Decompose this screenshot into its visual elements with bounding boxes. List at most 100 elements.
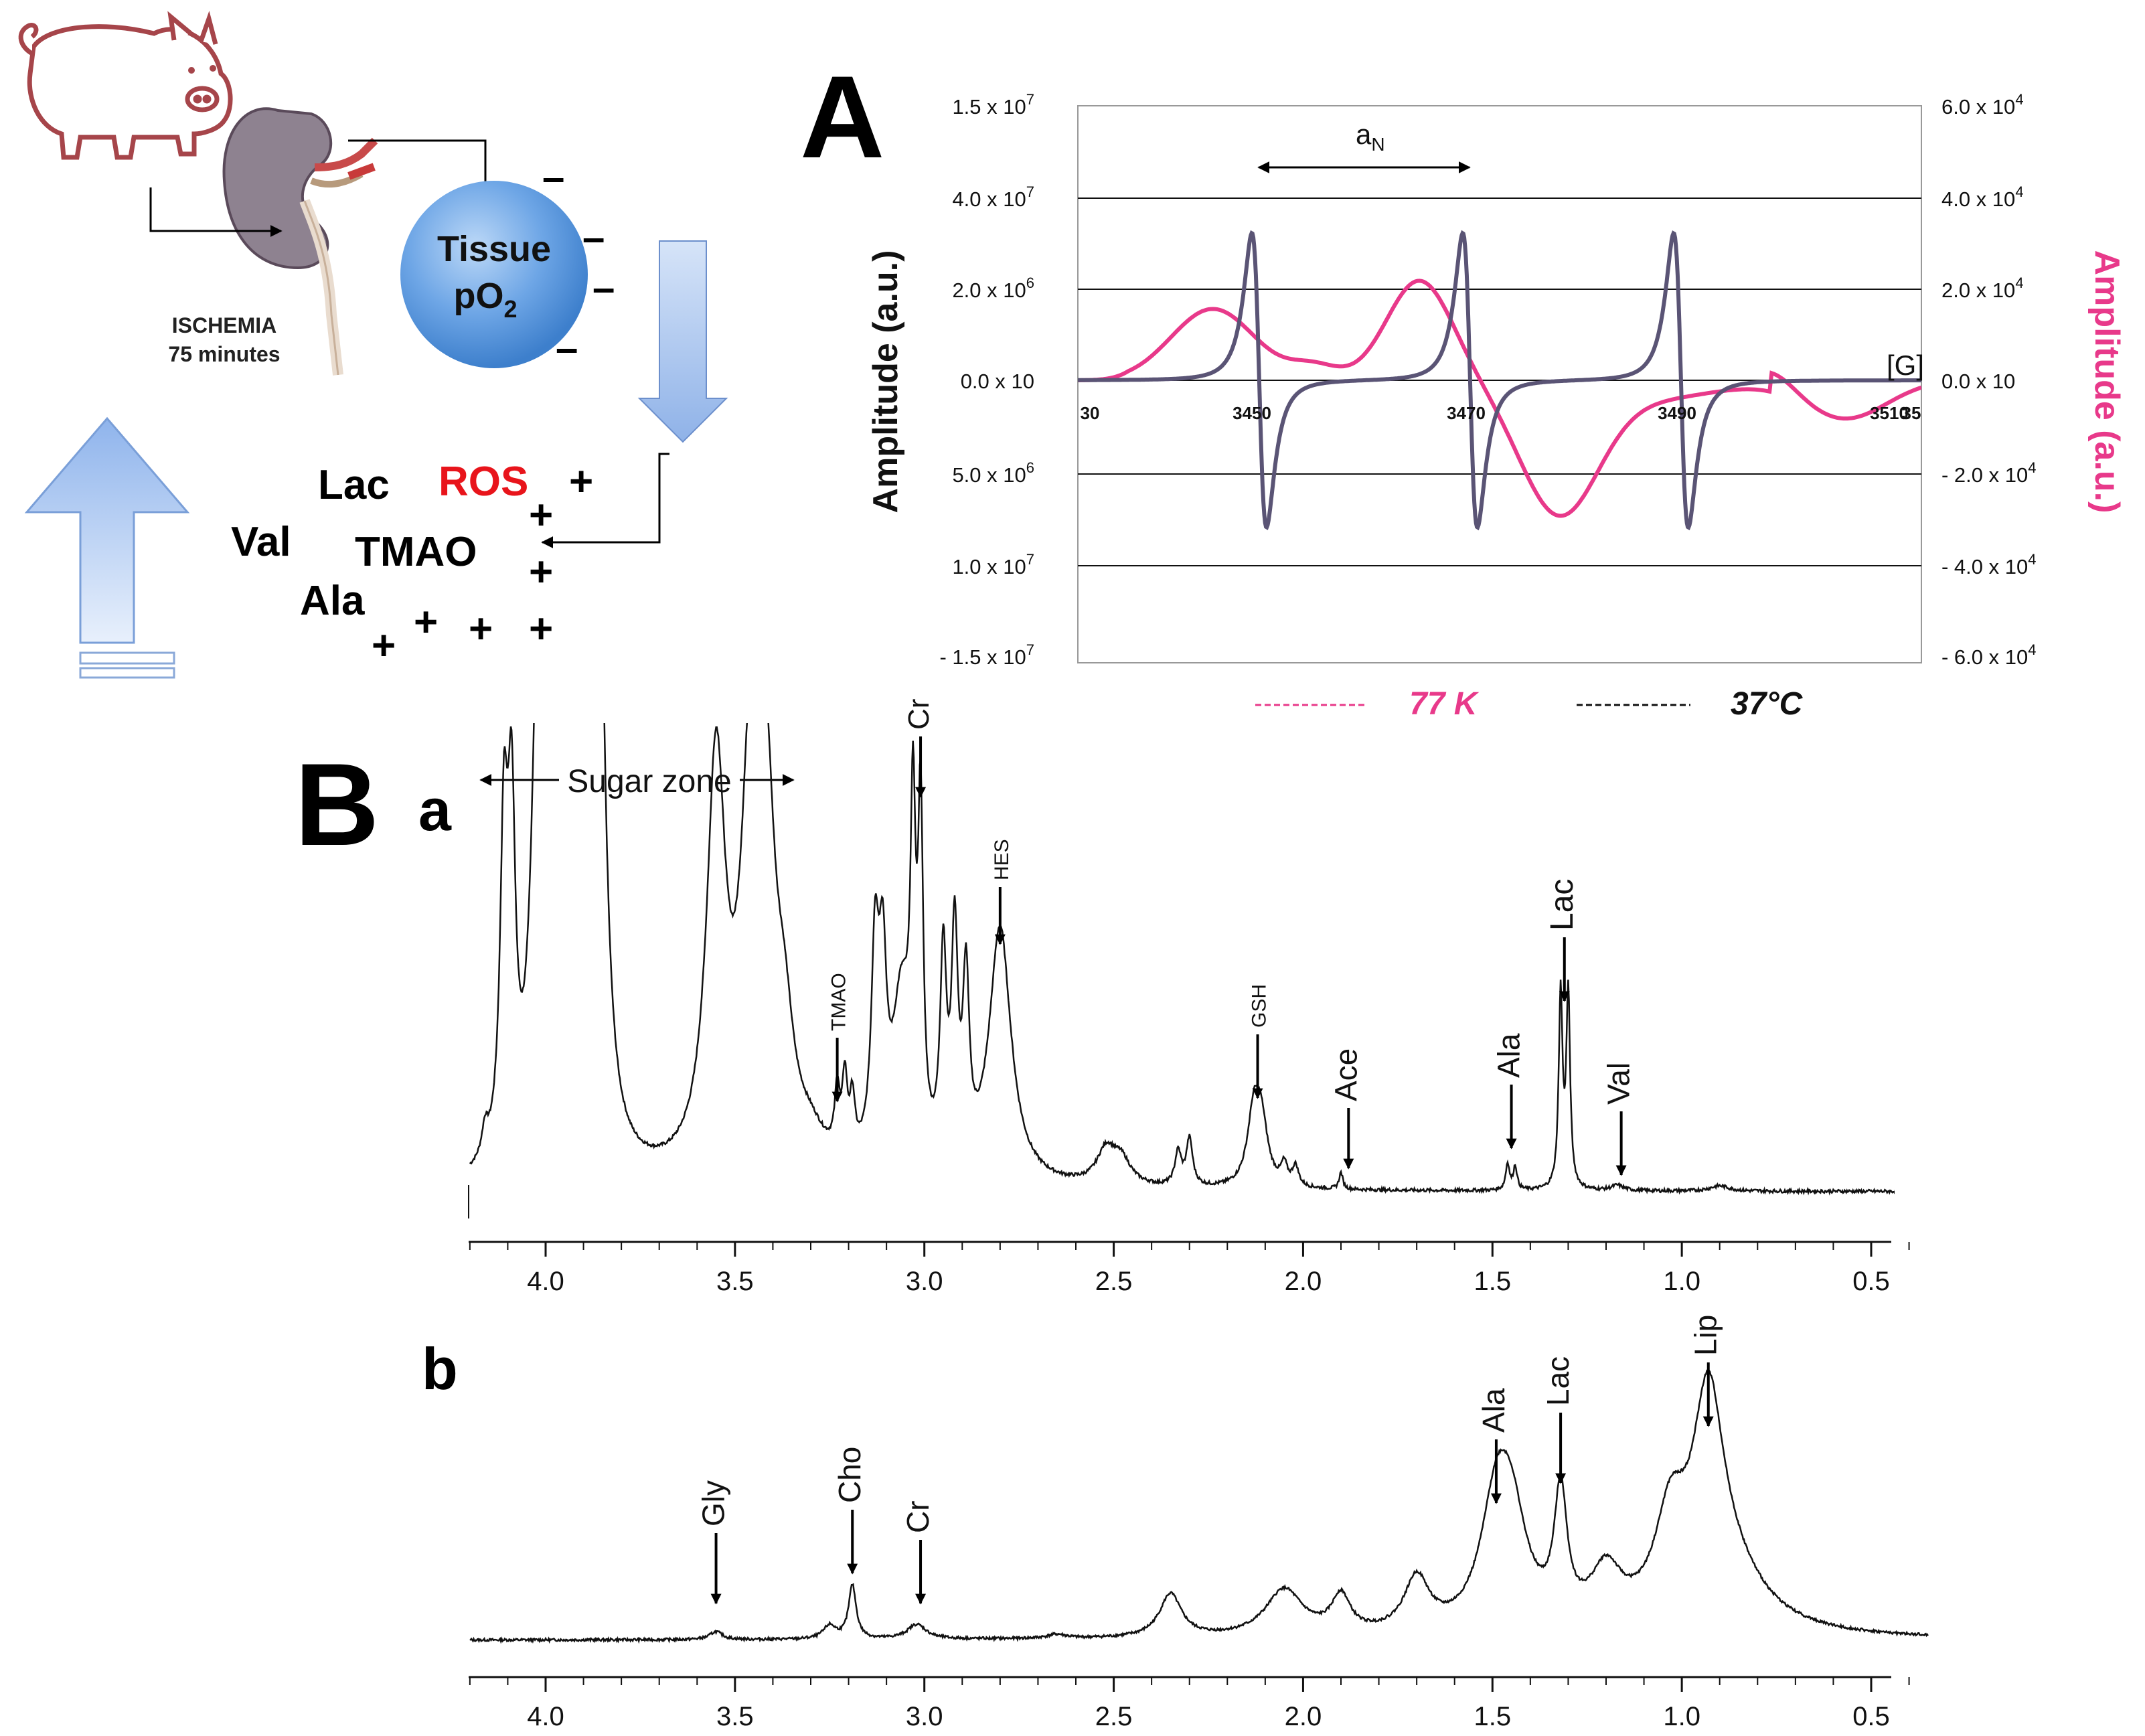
peak-label: HES xyxy=(991,839,1013,880)
metabolite-lac: Lac xyxy=(318,462,390,508)
right-axis-ticks: 6.0 x 104 4.0 x 104 2.0 x 104 0.0 x 10 - 2.0… xyxy=(1941,91,2037,669)
plus-sign: + xyxy=(414,599,438,645)
plus-sign: + xyxy=(372,623,396,669)
sugar-zone-bg xyxy=(559,757,740,797)
nmr-spectrum-a xyxy=(469,723,1895,1196)
peak-label: Ala xyxy=(1492,1033,1526,1078)
tissue-po2-sphere xyxy=(400,181,588,368)
kidney-icon xyxy=(222,107,378,376)
left-tick-label: - 1.5 x 107 xyxy=(940,641,1035,669)
x-tick-label: 2.5 xyxy=(1095,1702,1133,1731)
x-tick-label: 1.5 xyxy=(1474,1702,1511,1731)
x-tick-label: 1.5 xyxy=(1474,1267,1511,1296)
sugar-zone-label: Sugar zone xyxy=(567,764,732,799)
series-37c xyxy=(1078,230,1921,531)
legend-77k: 77 K xyxy=(1409,686,1480,722)
minus-sign: – xyxy=(582,215,605,260)
legend-37c: 37°C xyxy=(1731,686,1804,722)
down-arrow-icon xyxy=(637,240,728,443)
x-tick-label: 30 xyxy=(1081,403,1100,423)
subpanel-b-label: b xyxy=(422,1336,458,1402)
x-tick-label: 3490 xyxy=(1658,403,1696,423)
x-tick-label: 3.0 xyxy=(906,1702,943,1731)
x-tick-label: 3.5 xyxy=(716,1267,754,1296)
peak-label: TMAO xyxy=(828,973,850,1031)
panel-letter-a: A xyxy=(800,52,884,183)
pig-icon xyxy=(18,11,233,160)
plus-sign: + xyxy=(569,459,593,505)
left-axis-ticks: 1.5 x 107 4.0 x 107 2.0 x 106 0.0 x 10 5.0 x… xyxy=(940,91,1035,669)
subpanel-a-label: a xyxy=(418,777,452,843)
x-tick-label: 3.5 xyxy=(716,1702,754,1731)
minus-sign: – xyxy=(542,155,564,200)
x-tick-label: 1.0 xyxy=(1663,1267,1700,1296)
metabolite-tmao: TMAO xyxy=(355,529,477,575)
peak-label: Lac xyxy=(1544,879,1580,931)
panel-letter-b: B xyxy=(295,740,379,870)
peak-labels-a: Cr HES TMAO GSH Ace Ala Lac Val xyxy=(828,699,1636,1176)
metabolite-val: Val xyxy=(231,519,291,565)
left-tick-label: 5.0 x 106 xyxy=(952,459,1034,487)
right-axis-label: Amplitude (a.u.) xyxy=(2087,250,2126,514)
x-tick-label: 3.0 xyxy=(906,1267,943,1296)
plot-frame xyxy=(1077,105,1922,663)
right-tick-label: 4.0 x 104 xyxy=(1941,183,2024,211)
x-tick-label: 4.0 xyxy=(527,1702,564,1731)
x-tick-label: 35 xyxy=(1902,403,1921,423)
plus-sign: + xyxy=(529,606,553,652)
peak-label: Lac xyxy=(1540,1356,1575,1406)
panel-a: A 1.5 x 107 4.0 x 107 2.0 x 106 0.0 x 10 5.0… xyxy=(800,52,2126,722)
right-tick-label: - 6.0 x 104 xyxy=(1941,641,2037,669)
peak-label: Cr xyxy=(902,699,935,730)
ischemia-label: ISCHEMIA xyxy=(172,313,276,337)
peak-label: Cho xyxy=(832,1447,867,1503)
minus-sign: – xyxy=(556,325,578,370)
plus-sign: + xyxy=(529,549,553,595)
left-tick-label: 1.5 x 107 xyxy=(952,91,1034,119)
right-tick-label: 0.0 x 10 xyxy=(1941,370,2015,393)
right-tick-label: - 4.0 x 104 xyxy=(1941,551,2037,578)
an-label: aN xyxy=(1356,119,1385,155)
peak-label: Gly xyxy=(696,1480,731,1526)
kidney-tissue-line xyxy=(348,139,487,191)
x-tick-label: 4.0 xyxy=(527,1267,564,1296)
x-tick-label: 2.5 xyxy=(1095,1267,1133,1296)
x-axis-ticks-b: 4.0 3.5 3.0 2.5 2.0 1.5 1.0 0.5 xyxy=(469,1677,1910,1731)
metabolite-ala: Ala xyxy=(300,578,365,624)
left-axis-label: Amplitude (a.u.) xyxy=(866,250,905,514)
pig-kidney-arrow xyxy=(149,187,283,237)
peak-label: Ace xyxy=(1328,1048,1363,1101)
ischemia-duration: 75 minutes xyxy=(168,342,280,366)
x-tick-label: 0.5 xyxy=(1852,1702,1890,1731)
tissue-label: Tissue xyxy=(437,229,551,269)
x-tick-label: 3470 xyxy=(1447,403,1486,423)
peak-label: Val xyxy=(1601,1062,1636,1105)
up-arrow-icon xyxy=(24,416,190,679)
left-tick-label: 4.0 x 107 xyxy=(952,183,1034,211)
minus-sign: – xyxy=(592,265,615,310)
x-tick-label: 0.5 xyxy=(1852,1267,1890,1296)
series-77k xyxy=(1078,279,1921,518)
x-unit-label: [G] xyxy=(1887,349,1924,381)
right-tick-label: 2.0 x 104 xyxy=(1941,274,2024,302)
x-tick-label: 1.0 xyxy=(1663,1702,1700,1731)
left-tick-label: 1.0 x 107 xyxy=(952,551,1034,578)
left-tick-label: 0.0 x 10 xyxy=(961,370,1034,393)
po2-label: pO2 xyxy=(453,276,517,323)
x-tick-label: 2.0 xyxy=(1285,1702,1322,1731)
peak-label: Ala xyxy=(1476,1388,1511,1433)
peak-label: Cr xyxy=(900,1500,935,1533)
peak-labels-b: Gly Cho Cr Ala Lac Lip xyxy=(696,1315,1723,1605)
feedback-arrow xyxy=(541,453,669,548)
peak-label: GSH xyxy=(1249,984,1271,1028)
panel-b: B a b Sugar zone 4.0 3.5 3.0 2.5 2.0 1.5 1.0 0.… xyxy=(295,699,1929,1731)
plus-sign: + xyxy=(529,492,553,538)
right-tick-label: - 2.0 x 104 xyxy=(1941,459,2037,487)
nmr-spectrum-b xyxy=(469,1368,1929,1644)
x-tick-label: 3450 xyxy=(1233,403,1271,423)
peak-label: Lip xyxy=(1688,1315,1723,1356)
metabolite-ros: ROS xyxy=(439,459,528,505)
ischemia-diagram: ISCHEMIA 75 minutes Tissue pO2 – – – – L… xyxy=(18,11,728,679)
